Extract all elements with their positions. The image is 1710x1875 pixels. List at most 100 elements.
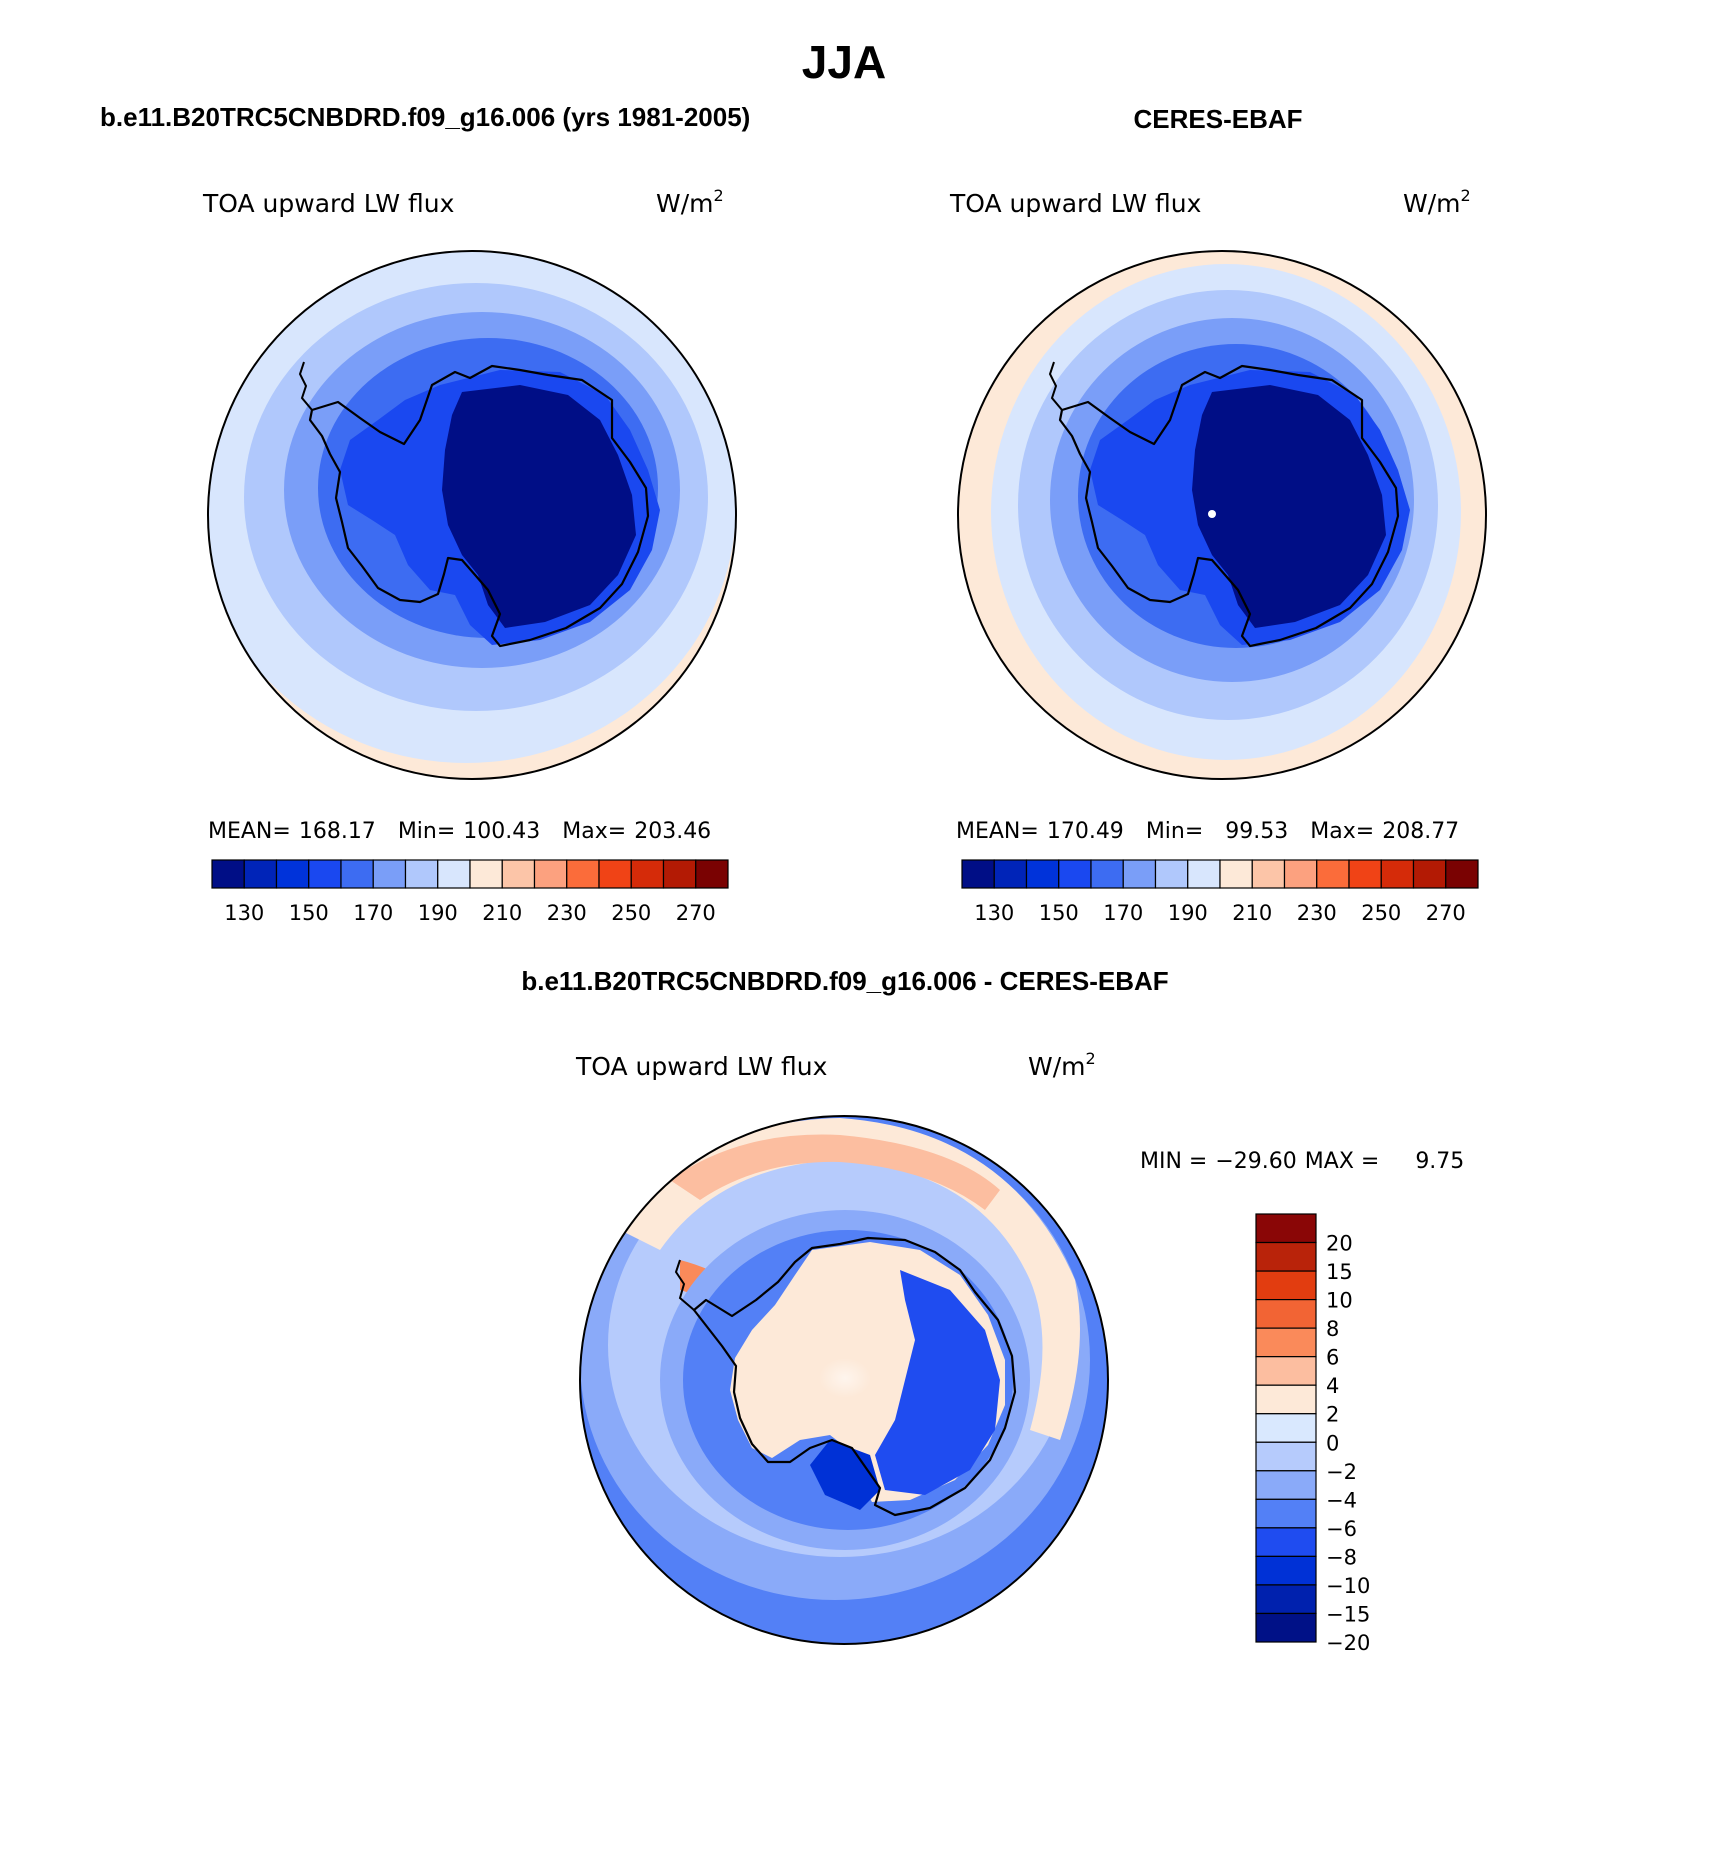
left-colorbar-swatch bbox=[695, 859, 729, 889]
right-colorbar-tick-label: 250 bbox=[1361, 901, 1401, 925]
left-colorbar-swatch bbox=[308, 859, 342, 889]
bottom-colorbar-tick-label: −4 bbox=[1326, 1488, 1357, 1512]
left-colorbar-tick-label: 210 bbox=[482, 901, 522, 925]
bottom-colorbar-tick-label: −2 bbox=[1326, 1460, 1357, 1484]
left-colorbar-swatch bbox=[340, 859, 374, 889]
bottom-colorbar-swatch bbox=[1255, 1584, 1317, 1615]
bottom-colorbar-swatch bbox=[1255, 1441, 1317, 1472]
bottom-map-east-antarctica-cold bbox=[875, 1270, 1000, 1495]
figure-season-title: JJA bbox=[802, 36, 886, 88]
right-colorbar-swatch bbox=[1187, 859, 1221, 889]
right-stats-min: 99.53 bbox=[1225, 819, 1288, 844]
left-colorbar-swatch bbox=[598, 859, 632, 889]
bottom-stats-min: −29.60 bbox=[1215, 1149, 1296, 1174]
right-stats-max-label: Max= bbox=[1310, 819, 1374, 844]
right-colorbar-swatch bbox=[1348, 859, 1382, 889]
bottom-map bbox=[580, 1116, 1108, 1644]
right-colorbar-swatch bbox=[1283, 859, 1318, 889]
left-stats-max: 203.46 bbox=[634, 819, 711, 844]
right-colorbar-swatch bbox=[1025, 859, 1060, 889]
bottom-colorbar-swatch bbox=[1255, 1213, 1317, 1244]
bottom-stats-min-label: MIN = bbox=[1140, 1149, 1207, 1174]
right-map-antarctica-interior bbox=[1192, 385, 1386, 628]
right-colorbar-swatch bbox=[1445, 859, 1479, 889]
left-colorbar-swatch bbox=[211, 859, 245, 889]
bottom-colorbar-tick-label: −8 bbox=[1326, 1545, 1357, 1569]
left-units-label: W/m2 bbox=[656, 186, 724, 218]
bottom-colorbar-tick-label: −20 bbox=[1326, 1631, 1370, 1655]
bottom-colorbar-swatch bbox=[1255, 1241, 1317, 1272]
bottom-colorbar-tick-label: 15 bbox=[1326, 1260, 1353, 1284]
left-stats-max-label: Max= bbox=[562, 819, 626, 844]
left-colorbar-tick-label: 270 bbox=[676, 901, 716, 925]
left-map-boundary bbox=[207, 250, 737, 780]
left-stats: MEAN= 168.17 Min= 100.43 Max= 203.46 bbox=[208, 819, 711, 844]
bottom-colorbar-swatch bbox=[1255, 1356, 1317, 1386]
bottom-colorbar-swatch bbox=[1255, 1470, 1317, 1500]
bottom-colorbar-swatch bbox=[1255, 1527, 1317, 1558]
left-colorbar-swatch bbox=[501, 859, 536, 889]
bottom-map-warm-arc bbox=[620, 1118, 1080, 1440]
left-colorbar-swatch bbox=[630, 859, 665, 889]
right-colorbar-swatch bbox=[1058, 859, 1092, 889]
left-colorbar-tick-label: 130 bbox=[224, 901, 264, 925]
right-variable-label: TOA upward LW flux bbox=[949, 189, 1201, 218]
right-colorbar-swatch bbox=[1316, 859, 1350, 889]
bottom-colorbar-swatch bbox=[1255, 1298, 1317, 1329]
right-colorbar-tick-label: 130 bbox=[974, 901, 1014, 925]
right-colorbar-tick-label: 190 bbox=[1168, 901, 1208, 925]
bottom-units-base: W/m bbox=[1028, 1052, 1086, 1081]
right-colorbar-tick-label: 270 bbox=[1426, 901, 1466, 925]
right-colorbar-swatch bbox=[1154, 859, 1189, 889]
left-colorbar-swatch bbox=[275, 859, 310, 889]
left-colorbar-tick-label: 230 bbox=[547, 901, 587, 925]
bottom-variable-label: TOA upward LW flux bbox=[575, 1052, 827, 1081]
bottom-colorbar-tick-label: 2 bbox=[1326, 1403, 1339, 1427]
left-colorbar-swatch bbox=[437, 859, 471, 889]
bottom-stats-max: 9.75 bbox=[1415, 1149, 1464, 1174]
right-panel-title: CERES-EBAF bbox=[1133, 104, 1302, 134]
bottom-units-exp: 2 bbox=[1086, 1049, 1096, 1068]
bottom-stats: MIN = −29.60 MAX = 9.75 bbox=[1140, 1149, 1464, 1174]
right-colorbar-swatch bbox=[993, 859, 1028, 889]
left-stats-mean-label: MEAN= bbox=[208, 819, 291, 844]
left-colorbar-swatch bbox=[566, 859, 600, 889]
left-colorbar-swatch bbox=[662, 859, 697, 889]
bottom-colorbar-tick-label: 4 bbox=[1326, 1374, 1339, 1398]
bottom-colorbar-swatch bbox=[1255, 1384, 1317, 1415]
bottom-map-warm-arc-inner bbox=[670, 1134, 1000, 1210]
bottom-colorbar-swatch bbox=[1255, 1327, 1317, 1358]
left-stats-min-label: Min= bbox=[398, 819, 455, 844]
right-colorbar-tick-label: 230 bbox=[1297, 901, 1337, 925]
right-stats: MEAN= 170.49 Min= 99.53 Max= 208.77 bbox=[956, 819, 1459, 844]
right-stats-min-label: Min= bbox=[1146, 819, 1203, 844]
left-units-exp: 2 bbox=[714, 186, 724, 205]
left-stats-min: 100.43 bbox=[463, 819, 540, 844]
bottom-map-pole-spot bbox=[819, 1358, 871, 1398]
right-colorbar-tick-label: 150 bbox=[1039, 901, 1079, 925]
left-variable-label: TOA upward LW flux bbox=[202, 189, 454, 218]
bottom-colorbar-swatch bbox=[1255, 1498, 1317, 1529]
right-map-coastline bbox=[1058, 364, 1400, 648]
bottom-colorbar-tick-label: 6 bbox=[1326, 1346, 1339, 1370]
left-units-base: W/m bbox=[656, 189, 714, 218]
left-colorbar: 130 150 170 190 210 230 250 270 bbox=[211, 859, 729, 925]
left-colorbar-tick-label: 190 bbox=[418, 901, 458, 925]
right-units-base: W/m bbox=[1403, 189, 1461, 218]
bottom-stats-max-label: MAX = bbox=[1305, 1149, 1380, 1174]
bottom-panel-title: b.e11.B20TRC5CNBDRD.f09_g16.006 - CERES-… bbox=[521, 966, 1168, 996]
bottom-colorbar-swatch bbox=[1255, 1612, 1317, 1643]
left-panel-title: b.e11.B20TRC5CNBDRD.f09_g16.006 (yrs 198… bbox=[100, 102, 750, 132]
left-colorbar-tick-label: 170 bbox=[353, 901, 393, 925]
right-map-peninsula-coastline bbox=[1048, 361, 1063, 411]
right-colorbar-swatch bbox=[961, 859, 995, 889]
right-stats-mean-label: MEAN= bbox=[956, 819, 1039, 844]
right-colorbar-swatch bbox=[1122, 859, 1157, 889]
bottom-colorbar-swatch bbox=[1255, 1555, 1317, 1586]
right-colorbar-swatch bbox=[1251, 859, 1286, 889]
right-map-boundary bbox=[957, 250, 1487, 780]
left-map-coastline bbox=[308, 364, 650, 648]
right-colorbar-swatch bbox=[1380, 859, 1415, 889]
bottom-map-peninsula-coastline bbox=[674, 1259, 695, 1311]
bottom-colorbar-tick-label: 10 bbox=[1326, 1289, 1353, 1313]
